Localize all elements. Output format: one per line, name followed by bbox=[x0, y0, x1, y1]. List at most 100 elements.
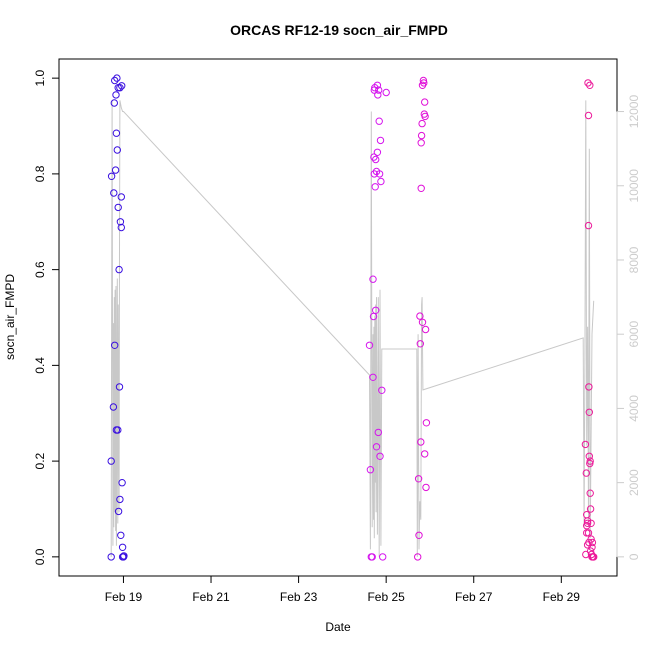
data-point bbox=[422, 483, 430, 492]
data-point bbox=[377, 177, 385, 186]
y-axis-label: socn_air_FMPD bbox=[3, 274, 17, 360]
x-tick-label: Feb 25 bbox=[367, 590, 405, 604]
data-point bbox=[416, 340, 424, 348]
data-point bbox=[584, 111, 593, 120]
data-point bbox=[116, 495, 124, 504]
data-point bbox=[112, 91, 120, 99]
data-point bbox=[117, 531, 125, 539]
data-point bbox=[111, 341, 119, 349]
data-point bbox=[370, 153, 378, 161]
data-point bbox=[369, 373, 377, 381]
data-point bbox=[583, 517, 592, 525]
data-point bbox=[111, 76, 119, 85]
y2-tick-label: 10000 bbox=[627, 169, 641, 203]
data-point bbox=[585, 538, 593, 547]
data-point bbox=[582, 550, 590, 559]
data-point bbox=[114, 426, 122, 434]
x-tick-label: Feb 27 bbox=[455, 590, 493, 604]
data-point bbox=[114, 203, 122, 212]
data-point bbox=[375, 117, 383, 125]
data-point bbox=[586, 489, 594, 497]
y-tick-label: 0.0 bbox=[33, 548, 47, 565]
data-point bbox=[586, 457, 594, 465]
y2-tick-label: 2000 bbox=[627, 469, 641, 496]
data-point bbox=[586, 81, 594, 90]
data-point bbox=[376, 136, 385, 145]
data-point bbox=[582, 469, 590, 477]
data-point bbox=[371, 84, 379, 92]
data-point bbox=[586, 505, 595, 513]
data-point bbox=[415, 531, 423, 539]
data-point bbox=[417, 131, 426, 140]
data-point bbox=[581, 440, 590, 449]
data-point bbox=[588, 538, 597, 547]
data-point bbox=[418, 119, 426, 128]
chart-title: ORCAS RF12-19 socn_air_FMPD bbox=[230, 22, 448, 38]
data-point bbox=[422, 419, 431, 427]
data-point bbox=[420, 79, 428, 87]
data-point bbox=[369, 312, 378, 321]
data-point bbox=[421, 325, 430, 334]
data-point bbox=[118, 479, 126, 487]
data-point bbox=[111, 166, 120, 174]
y-tick-label: 0.8 bbox=[33, 165, 47, 182]
data-point bbox=[372, 155, 380, 164]
y-tick-label: 0.6 bbox=[33, 261, 47, 278]
plot-frame bbox=[58, 58, 618, 577]
data-point bbox=[585, 452, 593, 460]
data-point bbox=[116, 84, 124, 92]
x-tick-label: Feb 29 bbox=[543, 590, 581, 604]
data-point bbox=[379, 553, 387, 561]
data-point bbox=[374, 428, 382, 437]
data-point bbox=[366, 466, 375, 474]
data-point bbox=[584, 529, 593, 537]
y-tick-label: 0.2 bbox=[33, 452, 47, 469]
y-axis-right: 0 2000 4000 6000 8000 10000 12000 bbox=[616, 95, 641, 560]
data-point bbox=[107, 172, 116, 181]
data-point bbox=[375, 170, 384, 178]
data-point bbox=[115, 265, 123, 274]
data-point bbox=[116, 218, 125, 226]
data-point bbox=[414, 475, 423, 483]
data-point bbox=[113, 146, 122, 154]
data-point bbox=[114, 507, 123, 516]
altitude-line-group bbox=[110, 100, 595, 557]
x-axis: Feb 19 Feb 21 Feb 23 Feb 25 Feb 27 Feb 29 bbox=[105, 575, 581, 604]
data-point bbox=[585, 383, 593, 391]
data-point bbox=[107, 457, 115, 465]
altitude-line bbox=[110, 100, 595, 557]
data-point bbox=[372, 306, 380, 314]
data-point bbox=[417, 184, 425, 193]
data-points-group bbox=[107, 74, 598, 561]
data-point bbox=[373, 81, 382, 90]
data-point bbox=[368, 553, 376, 561]
data-point bbox=[584, 79, 592, 87]
data-point bbox=[110, 189, 118, 197]
data-point bbox=[112, 129, 121, 137]
y2-tick-label: 8000 bbox=[627, 246, 641, 273]
data-point bbox=[417, 139, 425, 147]
data-point bbox=[113, 74, 121, 82]
data-point bbox=[376, 452, 384, 460]
x-tick-label: Feb 19 bbox=[105, 590, 143, 604]
y-tick-label: 0.4 bbox=[33, 357, 47, 374]
data-point bbox=[375, 86, 383, 94]
data-point bbox=[365, 341, 374, 349]
y2-tick-label: 12000 bbox=[627, 95, 641, 129]
data-point bbox=[117, 193, 126, 201]
data-point bbox=[118, 82, 126, 90]
data-point bbox=[120, 552, 128, 560]
y-axis-left: 0.0 0.2 0.4 0.6 0.8 1.0 bbox=[33, 69, 60, 565]
data-point bbox=[586, 547, 595, 555]
data-point bbox=[421, 112, 429, 121]
data-point bbox=[417, 438, 425, 446]
data-point bbox=[421, 98, 429, 106]
data-point bbox=[584, 221, 593, 230]
data-point bbox=[421, 450, 429, 458]
data-point bbox=[382, 88, 390, 97]
x-tick-label: Feb 23 bbox=[280, 590, 318, 604]
y-tick-label: 1.0 bbox=[33, 69, 47, 86]
data-point bbox=[371, 183, 379, 191]
data-point bbox=[370, 170, 378, 178]
